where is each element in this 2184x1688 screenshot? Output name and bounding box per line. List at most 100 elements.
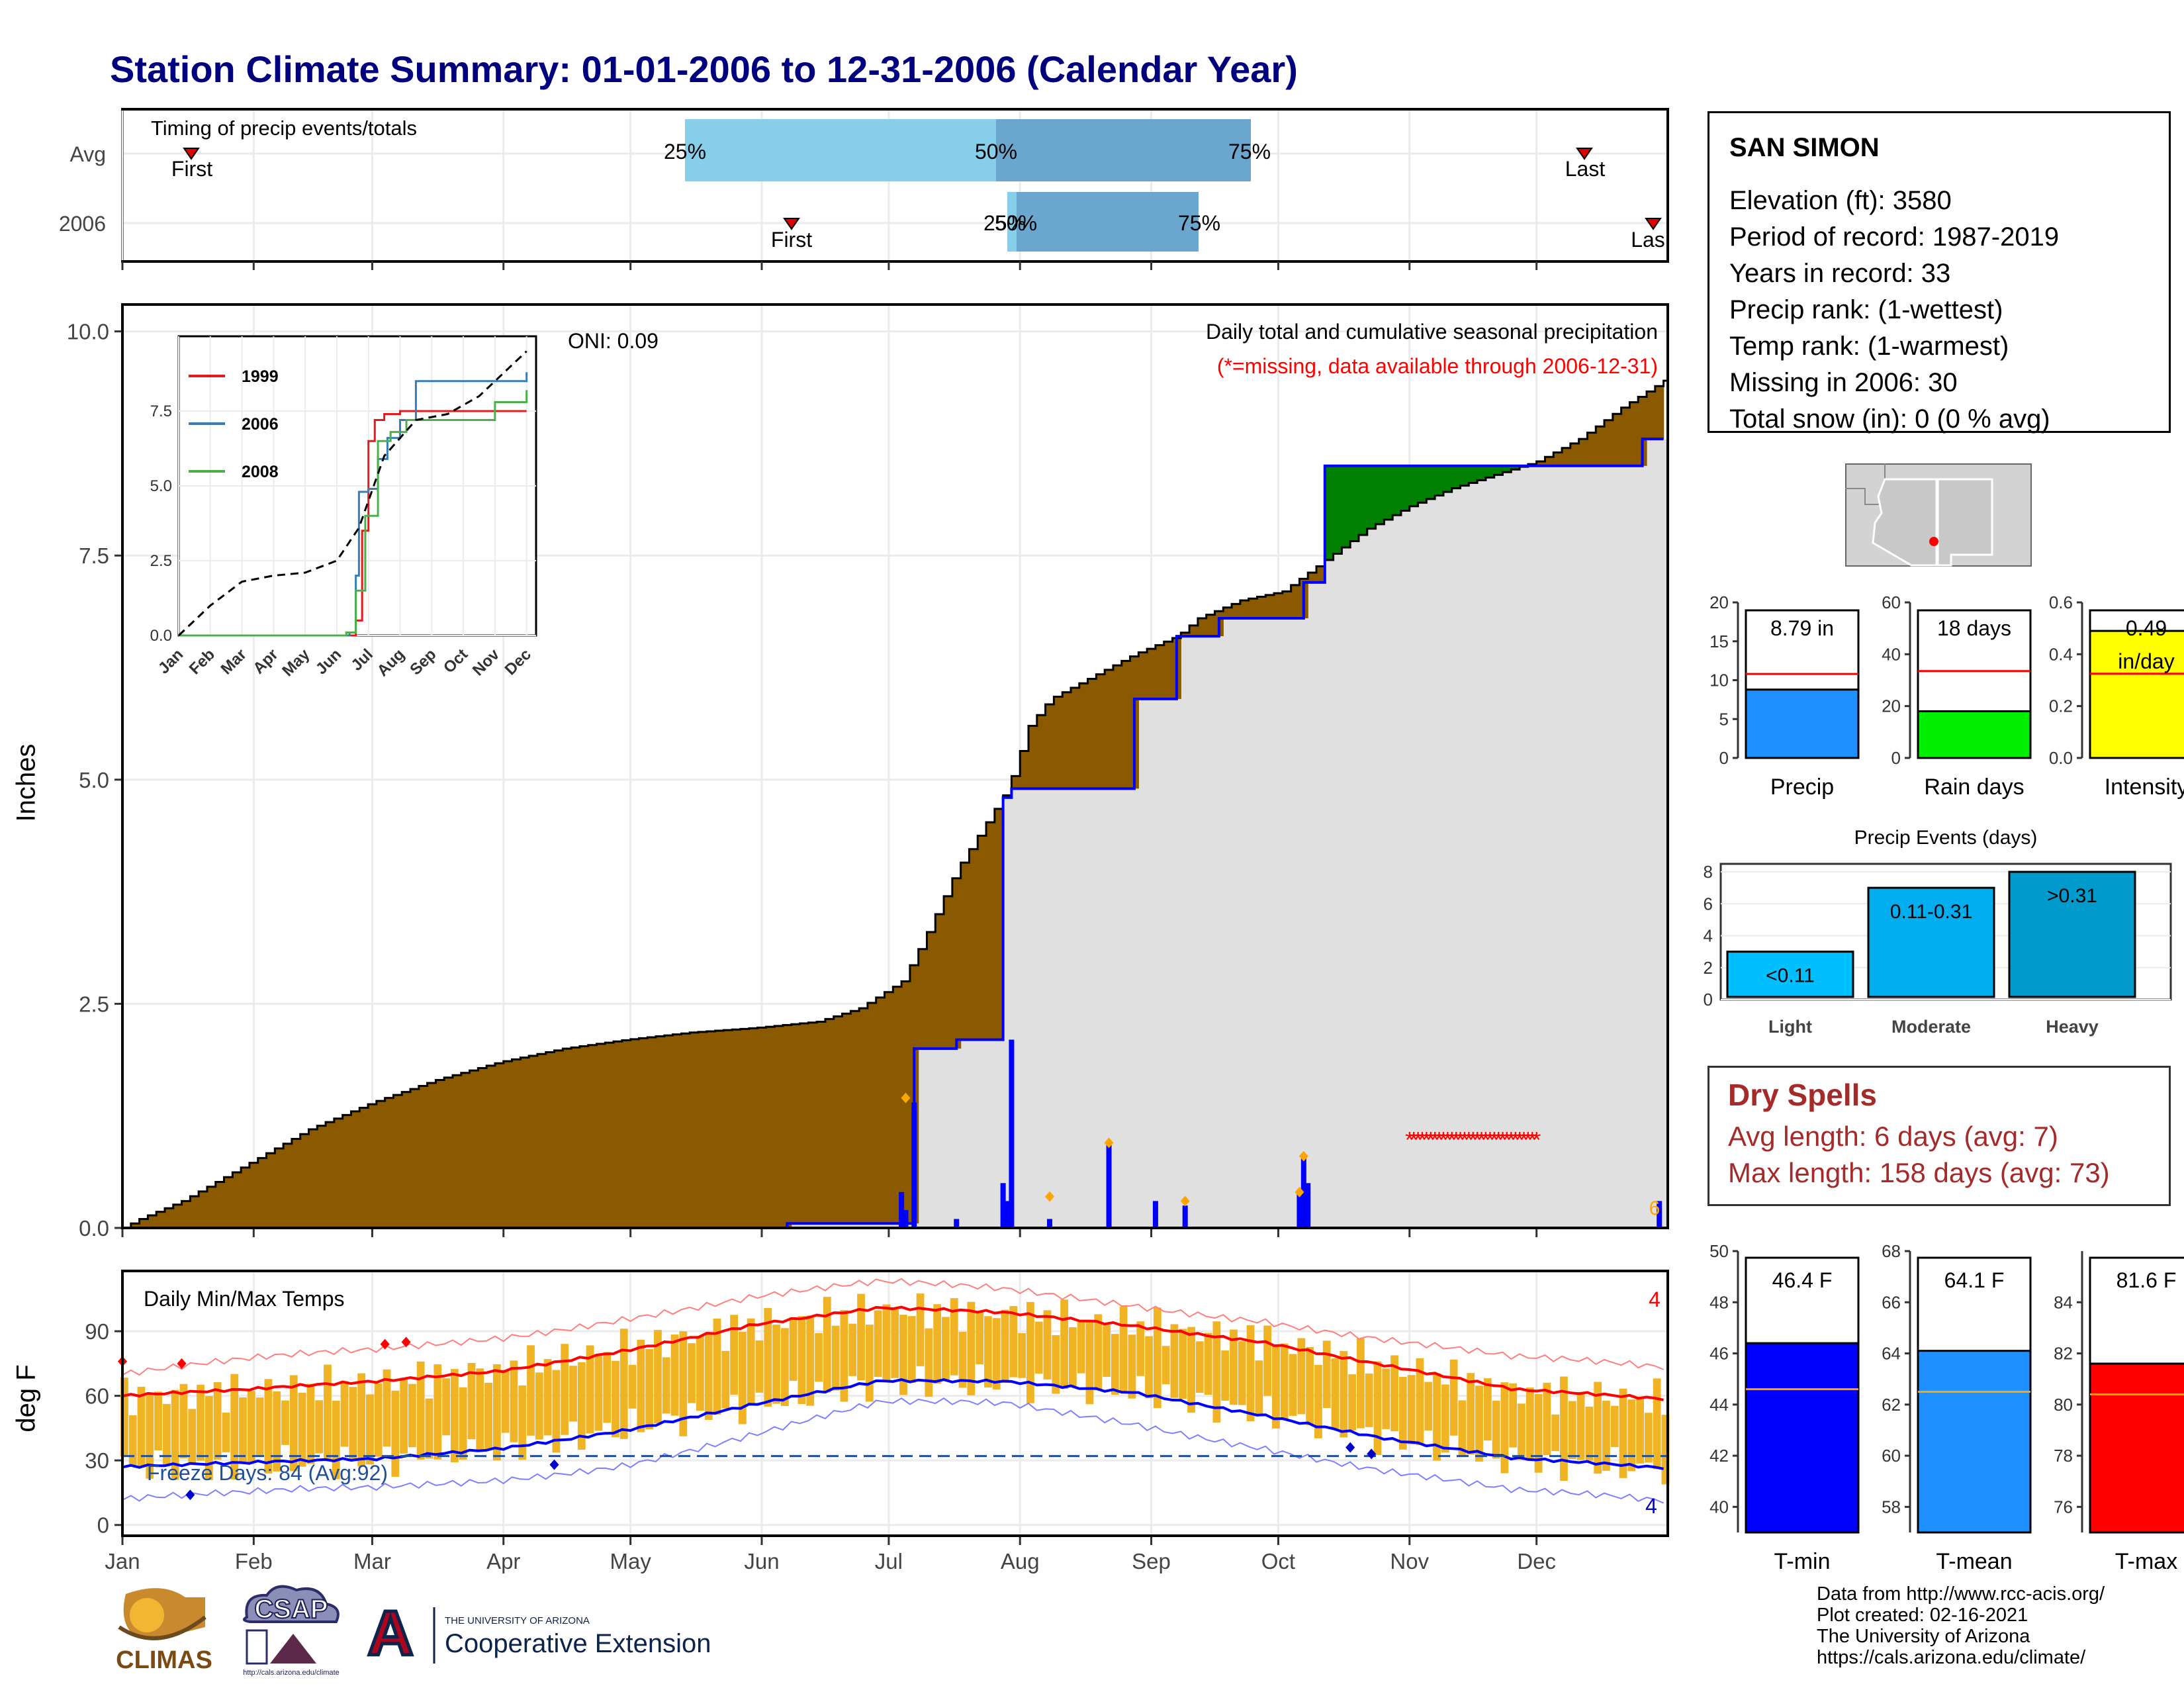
daily-temp-range-bar [484,1382,492,1449]
below-average-fill [825,1019,835,1224]
average-cumulative-line [122,379,1668,1229]
daily-temp-range-bar [510,1360,518,1442]
summary-bar-fill [2089,630,2184,759]
below-average-fill [741,1029,750,1228]
missing-data-marker: * [1494,1128,1502,1153]
below-average-fill [808,1022,817,1224]
inset-legend-label: 1999 [242,367,279,386]
inset-legend-label: 2008 [242,463,279,481]
daily-temp-range-bar [1518,1403,1525,1460]
daily-temp-range-bar [1602,1401,1610,1471]
below-average-fill [1587,432,1596,466]
daily-temp-range-bar [679,1331,688,1436]
dry-spells-avg: Avg length: 6 days (avg: 7) [1728,1121,2058,1152]
below-average-fill [596,1043,606,1228]
summary-bar-value-label: 18 days [1937,616,2011,640]
daily-temp-range-bar [1111,1334,1119,1395]
below-average-fill [1020,751,1029,789]
y2006-first-label: First [771,228,812,252]
below-average-fill [1028,726,1038,789]
below-average-fill [656,1036,665,1228]
dry-spells-title: Dry Spells [1728,1078,1877,1112]
below-average-fill [444,1077,453,1228]
daily-temp-range-bar [1018,1333,1026,1378]
below-average-fill [1562,447,1571,466]
daily-temp-range-bar [306,1383,315,1464]
timing-row-2006: 2006 [59,212,106,236]
daily-temp-range-bar [907,1316,916,1383]
daily-temp-range-bar [213,1382,222,1460]
daily-temp-range-bar [1094,1314,1103,1391]
daily-temp-range-bar [1289,1354,1297,1416]
daily-temp-range-bar [120,1378,128,1457]
avg-25-50-bar [685,119,996,181]
below-average-fill [512,1059,521,1228]
above-average-fill [1342,465,1351,548]
daily-precip-bar [1657,1201,1662,1228]
y2006-p50-label: 50% [995,211,1037,235]
below-average-fill [537,1054,547,1228]
temp-summary-label: T-min [1774,1549,1831,1574]
daily-temp-range-bar [772,1325,780,1404]
below-average-fill [1638,397,1647,466]
record-low-marker [185,1489,195,1501]
daily-temp-range-bar [247,1391,255,1464]
daily-precip-bar [1005,1201,1011,1228]
record-low-count: 4 [1645,1494,1657,1518]
summary-bar-tick-label: 40 [1882,644,1901,664]
summary-bar-unit-label: in/day [2118,649,2174,673]
summary-bar-value-label: 0.49 [2126,616,2167,640]
daily-temp-range-bar [442,1378,450,1436]
below-average-fill [1629,402,1639,466]
above-average-fill [1451,465,1461,489]
below-average-fill [1604,420,1614,466]
below-average-fill [681,1033,690,1228]
daily-temp-range-bar [154,1391,162,1450]
below-average-fill [817,1021,826,1224]
freeze-days-label: Freeze Days: 84 (Avg:92) [147,1461,388,1485]
daily-temp-range-bar [1627,1399,1636,1472]
daily-temp-range-bar [840,1309,848,1402]
below-average-fill [554,1050,563,1228]
daily-temp-range-bar [1475,1385,1483,1462]
csap-logo: CSAP http://cals.arizona.edu/climate [243,1585,340,1677]
daily-precip-bar [903,1209,909,1228]
missing-data-marker: * [1528,1128,1537,1153]
avg-p50-label: 50% [975,140,1017,164]
below-average-fill [986,822,995,1040]
daily-temp-range-bar [654,1330,662,1424]
missing-data-marker: * [1452,1128,1461,1153]
below-average-fill [173,1204,183,1228]
below-average-fill [435,1080,445,1228]
daily-precip-bar [954,1219,960,1228]
above-average-fill [1367,465,1377,529]
below-average-fill [1257,596,1266,619]
below-average-fill [478,1068,487,1228]
summary-bar-value-label: 8.79 in [1770,616,1834,640]
missing-data-marker: * [1511,1128,1520,1153]
record-high-marker [177,1358,187,1369]
inset-y-tick-label: 7.5 [150,402,172,420]
below-average-fill [1274,593,1283,619]
temp-summary-tick-label: 58 [1882,1497,1901,1517]
below-average-fill [334,1118,343,1228]
record-low-marker [1345,1442,1355,1453]
y2006-50-75-bar [1017,192,1199,252]
below-average-fill [1147,649,1156,699]
temp-summary-tick-label: 68 [1882,1241,1901,1261]
record-high-marker [380,1338,390,1350]
daily-temp-range-bar [391,1390,400,1477]
daily-temp-range-bar [171,1389,179,1480]
daily-temp-range-bar [780,1328,789,1407]
daily-temp-range-bar [704,1334,713,1420]
below-average-fill [944,896,953,1049]
daily-temp-range-bar [535,1372,543,1440]
daily-temp-range-bar [1551,1414,1560,1452]
y2006-25-50-bar [1007,192,1017,252]
daily-temp-range-bar [688,1343,696,1403]
daily-temp-range-bar [1357,1338,1365,1429]
below-average-fill [241,1167,250,1228]
below-average-fill [1105,669,1114,789]
below-average-fill [1087,679,1097,789]
below-average-fill [1155,645,1165,699]
